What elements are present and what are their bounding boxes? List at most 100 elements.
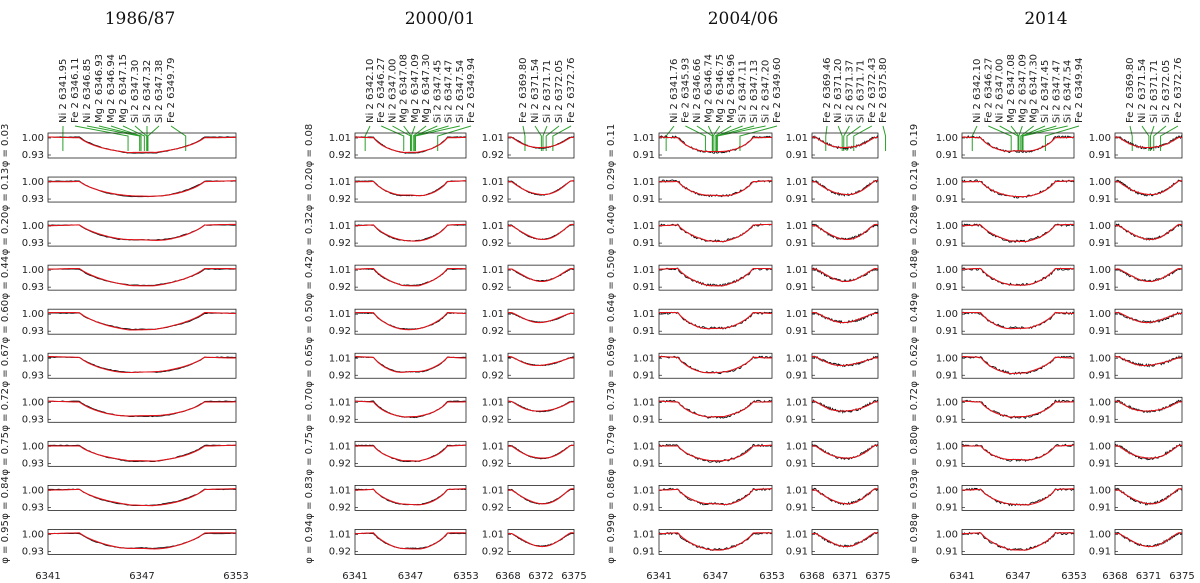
panel-frame xyxy=(507,440,575,467)
phase-label: φ = 0.79 xyxy=(606,432,617,476)
line-id-marker xyxy=(825,125,828,151)
phase-label: φ = 0.11 xyxy=(606,124,617,168)
y-tick-label: 1.01 xyxy=(633,221,655,232)
y-tick-label: 1.01 xyxy=(786,177,808,188)
model-profile xyxy=(658,136,773,153)
panel-frame xyxy=(1114,352,1183,379)
phase-label: φ = 0.42 xyxy=(304,256,315,300)
y-tick-label: 0.91 xyxy=(1089,150,1111,161)
line-id-label: Fe 2 6372.76 xyxy=(1173,58,1184,123)
model-profile xyxy=(962,488,1074,506)
y-tick-label: 1.00 xyxy=(22,353,44,364)
model-profile xyxy=(962,267,1075,286)
model-profile xyxy=(1115,532,1182,548)
phase-label: φ = 0.75 xyxy=(0,432,11,476)
y-tick-label: 1.01 xyxy=(633,441,655,452)
x-tick-label: 6341 xyxy=(35,571,60,582)
y-tick-label: 0.92 xyxy=(329,194,351,205)
observed-profile xyxy=(658,399,773,419)
x-tick-label: 6347 xyxy=(1005,571,1030,582)
line-id-marker xyxy=(665,125,675,151)
y-tick-label: 0.91 xyxy=(633,150,655,161)
y-tick-label: 0.91 xyxy=(1089,502,1111,513)
x-tick-label: 6371 xyxy=(1136,571,1161,582)
y-tick-label: 1.00 xyxy=(22,485,44,496)
panel-frame xyxy=(658,220,773,247)
line-id-label: Fe 2 6372.76 xyxy=(566,58,577,123)
y-tick-label: 0.91 xyxy=(633,414,655,425)
y-tick-label: 1.01 xyxy=(786,353,808,364)
line-id-label: Fe 2 6369.80 xyxy=(1125,58,1136,123)
line-id-label: Si 2 6347.38 xyxy=(154,60,165,123)
y-tick-label: 1.00 xyxy=(1089,133,1111,144)
y-tick-label: 0.91 xyxy=(1089,370,1111,381)
phase-label: φ = 0.20 xyxy=(0,212,11,256)
y-tick-label: 0.92 xyxy=(482,458,504,469)
line-id-marker xyxy=(414,125,449,151)
y-tick-label: 1.00 xyxy=(1089,529,1111,540)
observed-profile xyxy=(354,180,467,197)
y-tick-label: 0.92 xyxy=(482,502,504,513)
panel-frame xyxy=(961,529,1075,555)
y-tick-label: 0.91 xyxy=(633,370,655,381)
observed-profile xyxy=(354,136,467,154)
model-profile xyxy=(1114,400,1182,412)
line-id-marker xyxy=(716,125,755,151)
observed-profile xyxy=(47,400,237,418)
y-tick-label: 0.91 xyxy=(786,546,808,557)
phase-label: φ = 0.32 xyxy=(304,212,315,256)
panel-frame xyxy=(811,308,879,335)
y-tick-label: 1.00 xyxy=(936,133,958,144)
model-profile xyxy=(507,180,574,196)
phase-label: φ = 0.13 xyxy=(0,168,11,212)
y-tick-label: 1.01 xyxy=(633,485,655,496)
panel-frame xyxy=(354,264,467,291)
panel-frame xyxy=(658,484,773,511)
observed-profile xyxy=(1114,179,1183,197)
y-tick-label: 1.00 xyxy=(22,177,44,188)
observed-profile xyxy=(354,444,467,463)
y-tick-label: 0.91 xyxy=(786,414,808,425)
phase-label: φ = 0.67 xyxy=(0,344,11,388)
line-id-label: Mg 2 6347.09 xyxy=(1017,54,1028,123)
y-tick-label: 1.01 xyxy=(786,221,808,232)
y-tick-label: 0.91 xyxy=(1089,458,1111,469)
observed-profile xyxy=(658,223,773,243)
x-tick-label: 6371 xyxy=(832,571,857,582)
line-id-marker xyxy=(714,125,732,151)
line-id-label: Mg 2 6346.96 xyxy=(726,54,737,123)
y-tick-label: 0.91 xyxy=(633,502,655,513)
model-profile xyxy=(1114,311,1183,324)
line-id-label: Fe 2 6369.46 xyxy=(822,58,833,123)
line-id-marker xyxy=(1150,125,1155,151)
model-profile xyxy=(812,223,878,241)
line-id-label: Fe 2 6349.94 xyxy=(466,58,477,123)
panel-frame xyxy=(811,220,879,247)
observed-profile xyxy=(961,399,1075,420)
line-id-marker xyxy=(1018,125,1023,151)
line-id-marker xyxy=(837,125,843,151)
panel-frame xyxy=(961,264,1075,291)
panel-frame xyxy=(811,352,879,379)
line-id-label: Si 2 6371.71 xyxy=(1149,60,1160,123)
panel-frame xyxy=(811,484,879,511)
model-profile xyxy=(961,311,1075,330)
line-id-label: Si 2 6347.32 xyxy=(142,60,153,123)
line-id-marker xyxy=(696,125,713,151)
observed-profile xyxy=(658,443,773,464)
y-tick-label: 1.01 xyxy=(329,265,351,276)
panel-frame xyxy=(354,132,467,159)
line-id-marker xyxy=(988,125,1012,151)
x-tick-label: 6353 xyxy=(759,571,784,582)
panel-frame xyxy=(507,352,575,379)
line-id-label: Si 2 6372.05 xyxy=(554,60,565,123)
x-tick-label: 6347 xyxy=(703,571,728,582)
y-tick-label: 0.91 xyxy=(1089,238,1111,249)
y-tick-label: 1.01 xyxy=(482,177,504,188)
panel-frame xyxy=(507,529,575,555)
y-tick-label: 1.01 xyxy=(329,485,351,496)
line-id-marker xyxy=(712,125,721,151)
y-tick-label: 0.92 xyxy=(329,546,351,557)
observed-profile xyxy=(1114,443,1183,461)
